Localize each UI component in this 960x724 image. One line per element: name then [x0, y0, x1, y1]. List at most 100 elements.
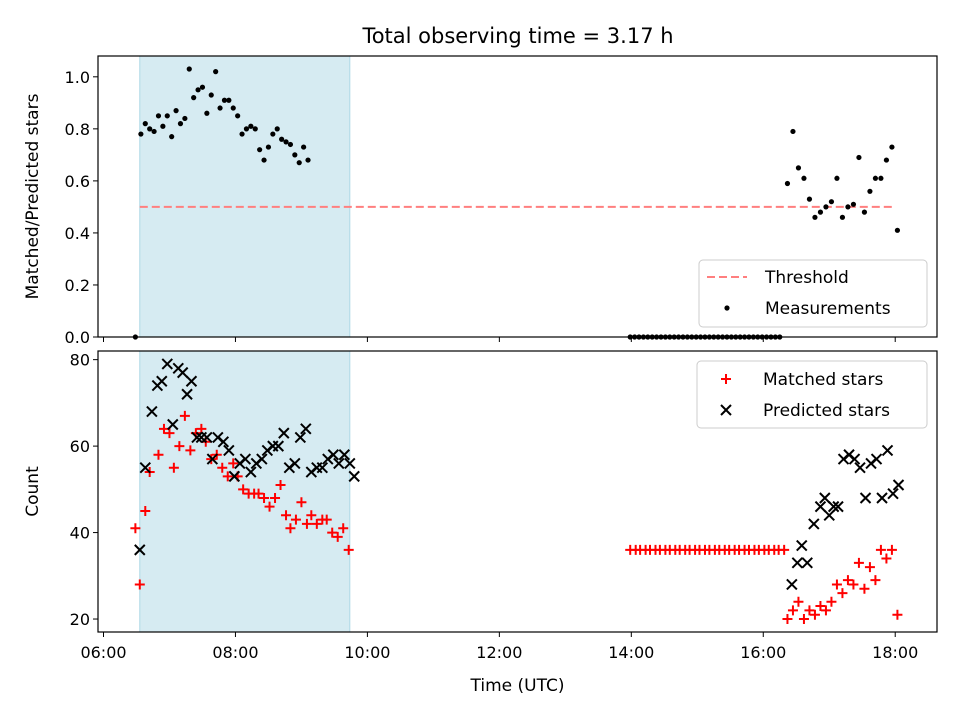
measurement-point — [235, 113, 241, 119]
matched-star-point — [831, 579, 842, 590]
predicted-star-point — [256, 453, 268, 465]
predicted-star-point — [161, 358, 173, 370]
predicted-star-point — [344, 457, 356, 470]
measurement-point — [138, 131, 144, 137]
matched-star-point — [301, 518, 312, 529]
measurement-point — [806, 196, 813, 202]
matched-star-point — [804, 605, 815, 616]
measurement-point — [239, 131, 245, 137]
predicted-star-point — [278, 427, 290, 439]
measurement-point — [195, 87, 201, 93]
predicted-star-point — [333, 457, 345, 470]
predicted-star-point — [832, 500, 844, 513]
matched-star-point — [290, 514, 301, 525]
legend: Matched stars Predicted stars — [696, 360, 928, 429]
matched-star-point — [820, 605, 831, 616]
measurement-point — [151, 128, 157, 135]
predicted-star-point — [338, 449, 351, 461]
measurement-point — [856, 154, 862, 161]
x-tick-label: 06:00 — [80, 643, 126, 662]
matched-star-point — [793, 596, 804, 607]
measurement-point — [839, 214, 846, 220]
measurement-point — [287, 141, 294, 148]
measurement-point — [828, 199, 835, 205]
predicted-star-point — [796, 539, 808, 552]
matched-star-point — [881, 553, 892, 564]
matched-star-point — [185, 445, 196, 456]
measurement-point — [164, 113, 170, 119]
measurement-point — [142, 121, 148, 127]
matched-star-point — [168, 462, 179, 473]
matched-star-point — [787, 605, 798, 616]
measurement-point — [301, 144, 307, 150]
measurement-point — [186, 66, 192, 72]
predicted-star-point — [181, 388, 193, 400]
ratio-panel: 0.0 0.2 0.4 0.6 0.8 1.0 Matched/Predicted star… — [23, 55, 938, 347]
predicted-star-point — [808, 518, 820, 530]
predicted-star-point — [870, 453, 883, 465]
predicted-star-point — [201, 431, 213, 444]
predicted-star-point — [848, 453, 861, 465]
measurement-point — [204, 110, 210, 116]
observing-span — [139, 350, 351, 633]
measurement-point — [265, 144, 272, 150]
legend-box — [696, 360, 928, 429]
measurement-point — [305, 157, 311, 163]
legend-label: Matched stars — [763, 370, 883, 390]
measurement-point — [883, 157, 890, 163]
matched-star-point — [779, 544, 790, 555]
plot-frame — [97, 350, 938, 633]
predicted-star-point — [823, 509, 835, 521]
predicted-star-point — [134, 544, 146, 556]
measurement-point — [261, 157, 267, 163]
measurement-point — [872, 175, 879, 181]
y-axis-label: Matched/Predicted stars — [23, 93, 43, 299]
matched-star-point — [886, 544, 897, 555]
predicted-star-point — [176, 366, 189, 379]
measurement-point — [213, 69, 219, 75]
measurement-point — [790, 128, 796, 135]
figure-title: Total observing time = 3.17 h — [361, 24, 673, 48]
plot-frame — [97, 55, 938, 338]
measurement-point — [182, 115, 188, 122]
x-tick-label: 18:00 — [872, 643, 918, 662]
x-tick-label: 14:00 — [608, 643, 654, 662]
matched-star-point — [228, 458, 239, 469]
measurement-point — [296, 160, 302, 166]
measurement-point — [243, 126, 250, 132]
matched-star-point — [782, 614, 793, 625]
predicted-star-point — [245, 466, 257, 478]
predicted-star-point — [206, 453, 219, 465]
predicted-star-point — [300, 423, 312, 435]
matched-star-point — [338, 523, 349, 534]
matched-star-point — [281, 510, 292, 521]
measurement-point — [147, 126, 153, 132]
predicted-star-point — [185, 375, 198, 387]
predicted-star-point — [859, 492, 872, 504]
measurement-point — [850, 201, 857, 207]
matched-star-point — [892, 609, 903, 620]
y-tick-label: 0.8 — [65, 120, 90, 139]
predicted-star-point — [876, 492, 888, 504]
measurement-point — [784, 180, 791, 187]
matched-star-point — [153, 449, 164, 460]
y-tick-label: 0.2 — [65, 276, 90, 295]
y-tick-label: 0.0 — [65, 328, 90, 347]
legend-label: Threshold — [764, 268, 849, 288]
predicted-star-point — [327, 449, 340, 461]
predicted-star-point — [217, 436, 230, 448]
measurement-point — [252, 126, 258, 132]
matched-star-point — [859, 583, 870, 594]
legend: Threshold Measurements — [698, 259, 928, 328]
measurement-point — [199, 84, 206, 90]
matched-star-point — [798, 614, 809, 625]
predicted-star-point — [316, 462, 329, 474]
predicted-star-point — [348, 470, 360, 483]
matched-star-point — [306, 510, 317, 521]
matched-star-point — [179, 410, 190, 421]
measurement-point — [230, 105, 236, 111]
matched-star-point — [134, 579, 145, 590]
predicted-star-point — [146, 405, 158, 418]
matched-star-point — [321, 514, 332, 525]
